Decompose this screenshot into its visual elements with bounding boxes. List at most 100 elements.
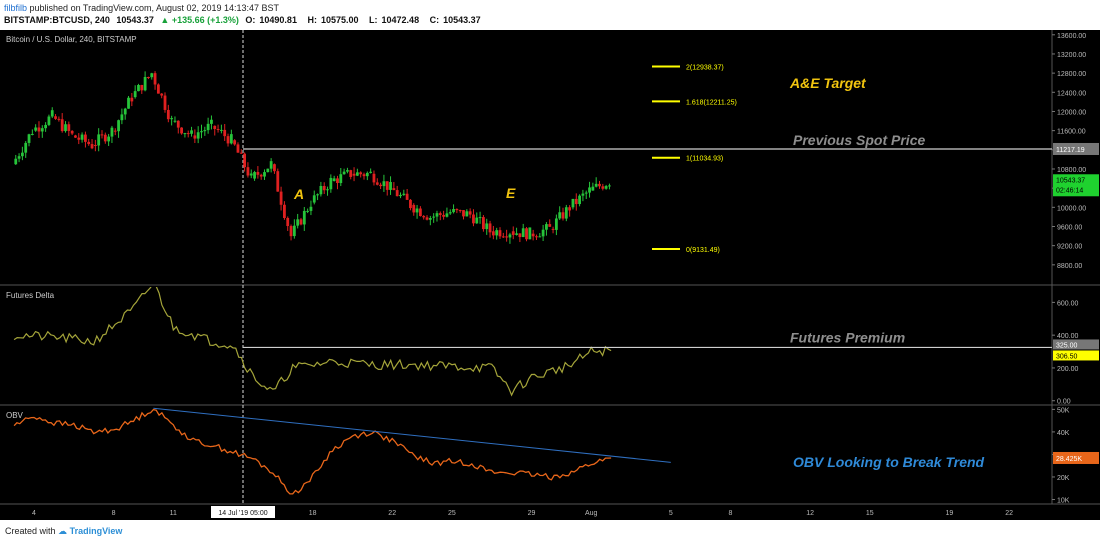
- candle-body: [206, 123, 210, 131]
- price-axis-background: [1052, 30, 1100, 504]
- candle-body: [554, 218, 558, 230]
- candle-body: [518, 233, 522, 238]
- candle-body: [50, 110, 54, 117]
- y-tick-label: 12400.00: [1057, 90, 1086, 97]
- candle-body: [87, 141, 91, 145]
- y-tick-label: 10800.00: [1057, 167, 1086, 174]
- candle-body: [498, 230, 502, 237]
- candle-body: [156, 84, 160, 94]
- premium-value: 325.00: [1056, 342, 1078, 349]
- candle-body: [568, 207, 572, 211]
- candle-body: [60, 119, 64, 132]
- candle-body: [382, 181, 386, 187]
- obv-trendline: [153, 407, 671, 463]
- y-tick-label: 200.00: [1057, 366, 1079, 373]
- candle-body: [44, 124, 48, 129]
- candle-body: [472, 214, 475, 224]
- candle-body: [399, 194, 402, 197]
- candle-body: [564, 207, 568, 219]
- candle-body: [203, 130, 207, 132]
- candle-body: [312, 195, 316, 203]
- candle-body: [501, 236, 505, 238]
- tradingview-logo-icon: ☁: [58, 526, 68, 536]
- candle-body: [322, 185, 326, 191]
- candle-body: [558, 212, 562, 219]
- footer: Created with ☁ TradingView: [0, 520, 1100, 542]
- candle-body: [223, 129, 227, 137]
- ohlc-open: O: 10490.81: [245, 15, 301, 25]
- candle-body: [452, 209, 455, 213]
- x-tick-label: 22: [388, 510, 396, 517]
- candle-body: [70, 130, 74, 134]
- x-tick-label: 25: [448, 510, 456, 517]
- fib-level-label: 1(11034.93): [686, 156, 723, 163]
- candle-body: [332, 178, 336, 181]
- candle-body: [107, 136, 111, 142]
- tradingview-link[interactable]: TradingView: [69, 526, 123, 536]
- candle-body: [170, 118, 174, 120]
- candle-body: [256, 172, 260, 175]
- candle-body: [259, 174, 263, 177]
- candle-body: [77, 137, 81, 140]
- x-tick-label: 8: [729, 510, 733, 517]
- candle-body: [342, 171, 346, 175]
- candle-body: [176, 120, 180, 128]
- candle-body: [249, 173, 253, 176]
- candle-body: [34, 127, 38, 131]
- candle-body: [200, 131, 203, 133]
- candle-body: [551, 228, 555, 230]
- chart-canvas[interactable]: 13600.0013200.0012800.0012400.0012000.00…: [0, 30, 1100, 520]
- candle-body: [531, 233, 535, 237]
- main-pane-title: Bitcoin / U.S. Dollar, 240, BITSTAMP: [6, 35, 137, 44]
- candle-body: [286, 217, 290, 227]
- delta-last-value: 306.50: [1056, 353, 1078, 360]
- candle-body: [97, 134, 101, 146]
- publish-header: filbfilb published on TradingView.com, A…: [0, 0, 1100, 30]
- annotation-previous-spot: Previous Spot Price: [793, 132, 925, 148]
- candle-body: [27, 134, 31, 143]
- candle-body: [17, 156, 21, 159]
- candle-body: [150, 73, 154, 78]
- candle-body: [64, 124, 67, 132]
- candle-body: [535, 236, 538, 238]
- y-tick-label: 10K: [1057, 497, 1070, 504]
- y-tick-label: 400.00: [1057, 333, 1079, 340]
- candles-group: [14, 71, 611, 244]
- candle-body: [375, 182, 379, 185]
- candle-body: [365, 172, 369, 177]
- ohlc-close: C: 10543.37: [430, 15, 485, 25]
- delta-pane-title: Futures Delta: [6, 291, 55, 300]
- open-label: O:: [245, 15, 256, 25]
- candle-body: [508, 234, 512, 238]
- candle-body: [183, 133, 187, 135]
- y-tick-label: 10000.00: [1057, 205, 1086, 212]
- candle-body: [283, 204, 286, 218]
- candle-body: [405, 193, 409, 200]
- candle-body: [561, 212, 565, 219]
- x-tick-label: Aug: [585, 510, 598, 517]
- candle-body: [137, 84, 140, 92]
- ohlc-high: H: 10575.00: [307, 15, 362, 25]
- obv-last-tag: [1053, 451, 1099, 464]
- candle-body: [515, 233, 518, 235]
- candle-body: [30, 133, 34, 135]
- x-tick-label: 29: [528, 510, 536, 517]
- candle-body: [455, 209, 459, 211]
- x-tick-label: 5: [669, 510, 673, 517]
- candle-body: [462, 210, 465, 217]
- publish-info: filbfilb published on TradingView.com, A…: [4, 3, 279, 13]
- candle-body: [445, 213, 449, 217]
- delta-series-line: [13, 287, 612, 397]
- author-link[interactable]: filbfilb: [4, 3, 28, 13]
- candle-body: [273, 164, 276, 172]
- candle-body: [329, 177, 333, 190]
- candle-body: [488, 223, 492, 233]
- candle-body: [279, 191, 283, 205]
- candle-body: [422, 216, 426, 218]
- candle-body: [545, 224, 548, 230]
- candle-body: [269, 161, 273, 169]
- candle-body: [485, 223, 489, 230]
- candle-body: [117, 120, 120, 132]
- candle-body: [276, 171, 280, 192]
- symbol-label: BITSTAMP:BTCUSD, 240: [4, 15, 110, 25]
